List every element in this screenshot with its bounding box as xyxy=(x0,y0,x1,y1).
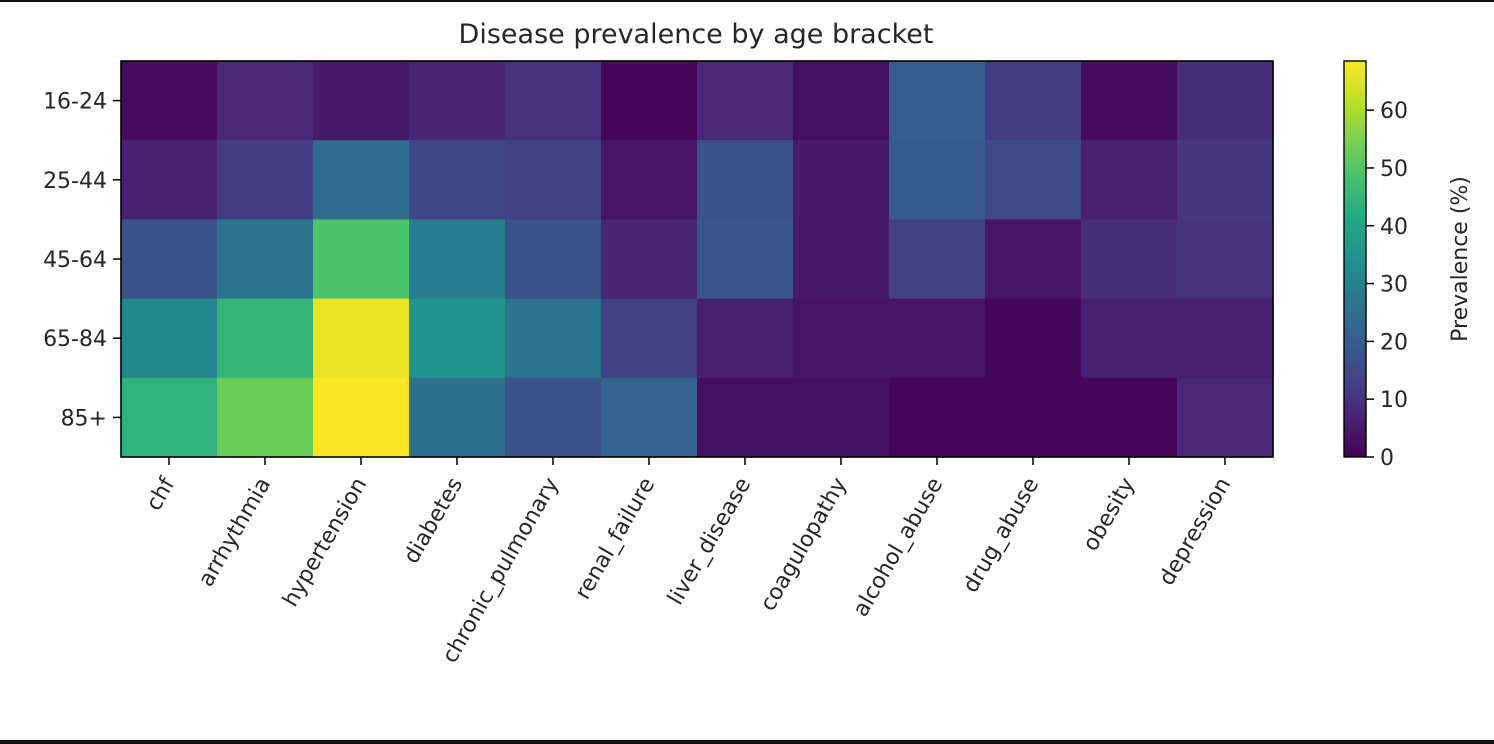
x-tick-label: arrhythmia xyxy=(194,474,276,592)
heatmap-cell xyxy=(409,61,506,141)
x-tick-label: hypertension xyxy=(278,474,372,612)
heatmap-cell xyxy=(217,377,314,458)
heatmap-cell xyxy=(505,219,602,300)
heatmap-cell xyxy=(985,219,1082,300)
colorbar-tick-label: 30 xyxy=(1380,273,1408,298)
heatmap-cell xyxy=(601,298,698,379)
colorbar-tick-label: 50 xyxy=(1380,157,1408,182)
heatmap-cell xyxy=(505,298,602,379)
heatmap-cell xyxy=(793,61,890,141)
bottom-border xyxy=(0,740,1494,744)
heatmap-cell xyxy=(313,140,410,220)
colorbar-tick-label: 40 xyxy=(1380,215,1408,240)
heatmap-cell xyxy=(889,298,986,379)
y-tick-label: 65-84 xyxy=(43,327,107,352)
heatmap-cell xyxy=(985,377,1082,458)
x-axis: chf arrhythmia hypertension diabeteschronic… xyxy=(142,457,1237,668)
heatmap-cell xyxy=(793,298,890,379)
colorbar-tick-label: 20 xyxy=(1380,330,1408,355)
heatmap-cell xyxy=(1177,140,1274,220)
heatmap-cell xyxy=(601,377,698,458)
heatmap-cell xyxy=(697,377,794,458)
heatmap-cell xyxy=(889,219,986,300)
x-tick-label: diabetes xyxy=(399,474,468,569)
heatmap-cell xyxy=(313,219,410,300)
heatmap-cell xyxy=(793,377,890,458)
heatmap-cell xyxy=(985,298,1082,379)
x-tick-label: obesity xyxy=(1078,474,1140,556)
colorbar-tick-label: 60 xyxy=(1380,99,1408,124)
heatmap-cell xyxy=(601,219,698,300)
heatmap-cell xyxy=(217,140,314,220)
heatmap-cell xyxy=(505,377,602,458)
y-axis: 16-24 25-44 45-64 65-84 85+ xyxy=(43,90,121,431)
heatmap-cell xyxy=(601,140,698,220)
x-tick-label: liver_disease xyxy=(663,474,756,610)
heatmap-cell xyxy=(985,140,1082,220)
x-tick-label: drug_abuse xyxy=(958,474,1044,598)
heatmap-cell xyxy=(313,61,410,141)
heatmap-cell xyxy=(409,219,506,300)
heatmap-cell xyxy=(697,219,794,300)
heatmap-cell xyxy=(793,219,890,300)
colorbar-tick-label: 10 xyxy=(1380,388,1408,413)
heatmap-cell xyxy=(697,61,794,141)
heatmap-cell xyxy=(601,61,698,141)
heatmap-cell xyxy=(889,140,986,220)
heatmap-cell xyxy=(409,140,506,220)
y-tick-label: 85+ xyxy=(61,406,107,431)
heatmap-cell xyxy=(1177,61,1274,141)
heatmap-cell xyxy=(121,140,218,220)
heatmap-cell xyxy=(121,61,218,141)
x-tick-label: coagulopathy xyxy=(756,474,852,616)
heatmap-cell xyxy=(985,61,1082,141)
colorbar-axis: 0 10 20 30 40 50 60 xyxy=(1366,99,1408,471)
heatmap-cell xyxy=(889,377,986,458)
heatmap-cell xyxy=(697,298,794,379)
heatmap-cell xyxy=(889,61,986,141)
heatmap-cell xyxy=(1081,298,1178,379)
heatmap-cell xyxy=(505,140,602,220)
heatmap-cell xyxy=(1177,298,1274,379)
heatmap-cells xyxy=(121,61,1274,458)
heatmap-cell xyxy=(217,61,314,141)
heatmap-cell xyxy=(409,298,506,379)
heatmap-cell xyxy=(217,298,314,379)
heatmap-cell xyxy=(505,61,602,141)
heatmap-cell xyxy=(1081,219,1178,300)
heatmap-cell xyxy=(121,298,218,379)
heatmap-cell xyxy=(1081,377,1178,458)
heatmap-cell xyxy=(1177,219,1274,300)
heatmap-cell xyxy=(697,140,794,220)
heatmap-cell xyxy=(1081,61,1178,141)
x-tick-label: chf xyxy=(142,472,181,515)
y-tick-label: 25-44 xyxy=(43,169,107,194)
heatmap-cell xyxy=(793,140,890,220)
x-tick-label: depression xyxy=(1155,474,1237,590)
heatmap-cell xyxy=(1177,377,1274,458)
colorbar xyxy=(1343,60,1367,458)
heatmap-cell xyxy=(217,219,314,300)
top-border xyxy=(0,0,1494,2)
colorbar-label: Prevalence (%) xyxy=(1448,176,1473,342)
heatmap-cell xyxy=(409,377,506,458)
y-tick-label: 45-64 xyxy=(43,248,107,273)
x-tick-label: alcohol_abuse xyxy=(849,474,949,622)
heatmap-cell xyxy=(121,219,218,300)
y-tick-label: 16-24 xyxy=(43,90,107,115)
colorbar-tick-label: 0 xyxy=(1380,446,1394,471)
chart-title: Disease prevalence by age bracket xyxy=(459,19,934,50)
x-tick-label: renal_failure xyxy=(570,474,660,604)
heatmap-cell xyxy=(121,377,218,458)
heatmap-cell xyxy=(313,298,410,379)
heatmap-cell xyxy=(1081,140,1178,220)
heatmap-cell xyxy=(313,377,410,458)
